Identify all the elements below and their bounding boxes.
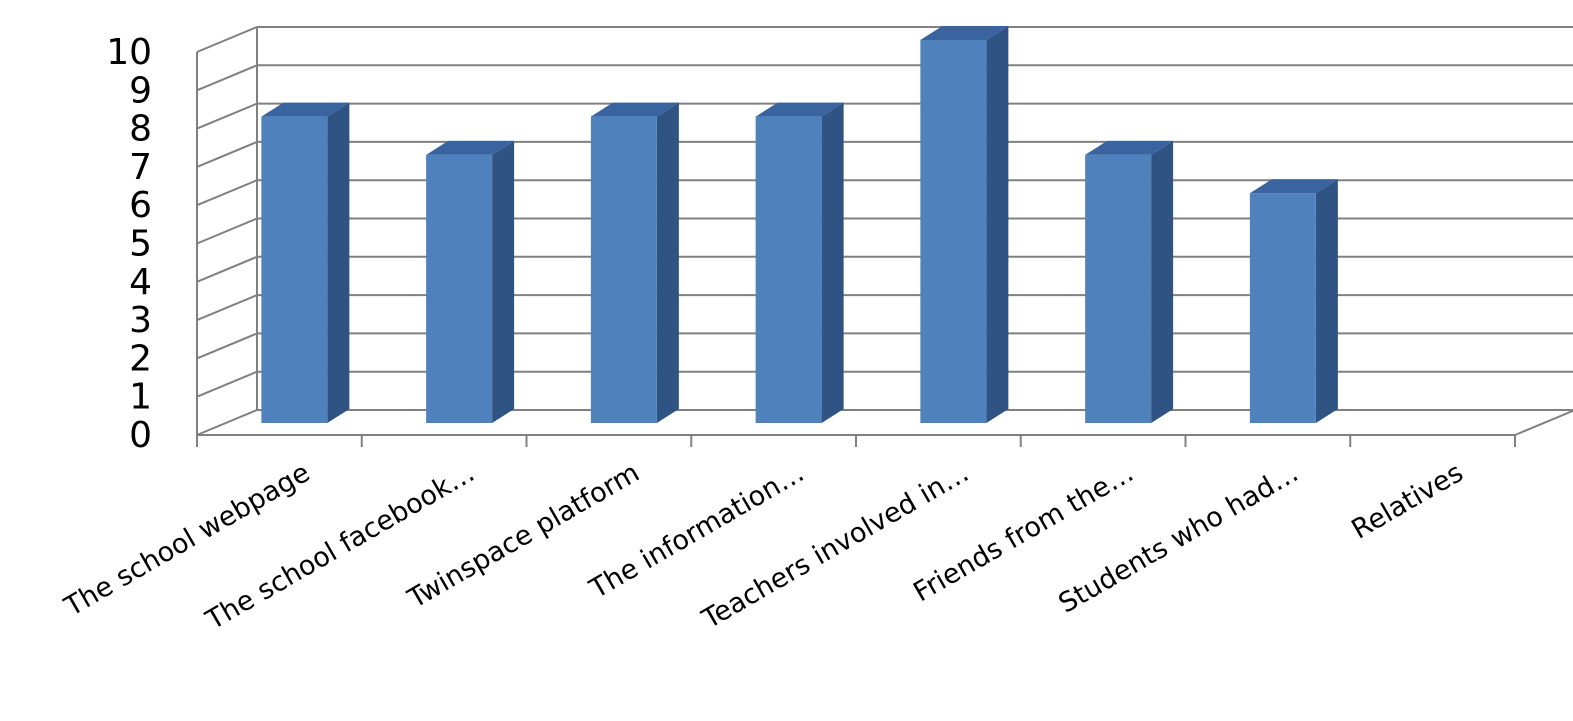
bar-side <box>986 26 1009 423</box>
gridline-depth <box>196 102 258 130</box>
y-tick-label: 8 <box>129 109 152 150</box>
bar-front <box>1249 193 1316 423</box>
y-tick-label: 0 <box>129 415 152 456</box>
bar <box>1249 179 1338 423</box>
y-tick-label: 10 <box>106 32 152 73</box>
bar-front <box>1085 154 1152 423</box>
bar-top <box>426 140 515 155</box>
bar-side <box>327 102 350 423</box>
y-tick-label: 9 <box>129 70 152 111</box>
gridline-depth <box>196 179 258 207</box>
gridline-depth <box>196 332 258 360</box>
y-tick-label: 7 <box>129 147 152 188</box>
bar-front <box>261 116 328 423</box>
bar-front <box>590 116 657 423</box>
bar-front <box>920 40 987 423</box>
floor-edge <box>1514 409 1573 436</box>
y-tick-label: 3 <box>129 300 152 341</box>
bars <box>261 26 1338 423</box>
bar-top <box>755 102 844 117</box>
bar-side <box>1151 140 1174 423</box>
y-tick-label: 2 <box>129 338 152 379</box>
gridline-depth <box>196 294 258 322</box>
bar <box>426 140 515 423</box>
bar <box>920 26 1009 423</box>
bar <box>755 102 844 423</box>
x-category-label: Teachers involved in… <box>696 457 974 635</box>
gridline-depth <box>196 255 258 283</box>
y-tick-label: 1 <box>129 377 152 418</box>
gridline-depth <box>196 64 258 92</box>
gridline-depth <box>196 217 258 245</box>
bar <box>1085 140 1174 423</box>
bar-side <box>821 102 844 423</box>
x-category-label: The school facebook… <box>200 457 480 636</box>
bar-top <box>1085 140 1174 155</box>
axes <box>196 27 1573 447</box>
y-tick-label: 6 <box>129 185 152 226</box>
y-tick-label: 5 <box>129 224 152 265</box>
bar-front <box>426 154 493 423</box>
x-category-label: Relatives <box>1347 457 1469 545</box>
bar-side <box>1315 179 1338 423</box>
gridline-depth <box>196 409 258 436</box>
bar <box>590 102 679 423</box>
bar <box>261 102 350 423</box>
bar-top <box>1249 179 1338 194</box>
bar-side <box>656 102 679 423</box>
gridline-depth <box>196 26 258 53</box>
gridline-depth <box>196 140 258 168</box>
bar-top <box>590 102 679 117</box>
bar-side <box>492 140 515 423</box>
bar-top <box>261 102 350 117</box>
gridline-depth <box>196 370 258 398</box>
bar-top <box>920 26 1009 40</box>
gridlines <box>196 26 1573 436</box>
bar-front <box>755 116 822 423</box>
y-tick-label: 4 <box>129 262 152 303</box>
